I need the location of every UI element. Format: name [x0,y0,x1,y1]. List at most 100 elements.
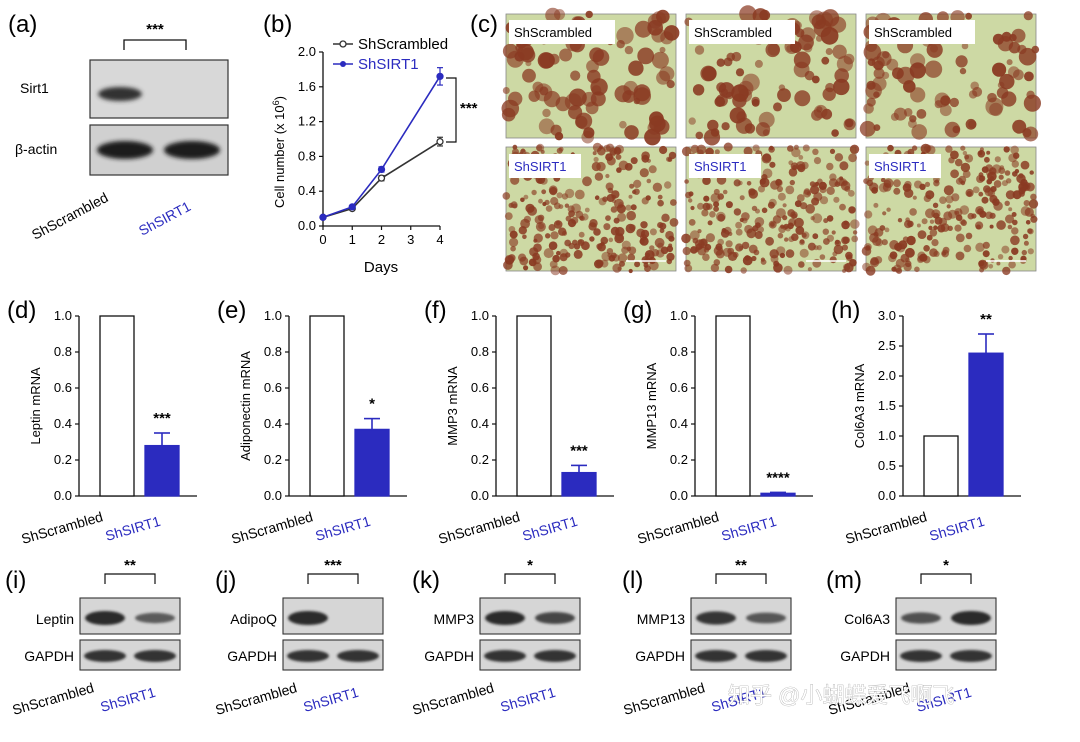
micrograph-cell [543,90,561,108]
panel-d-xlabel-control: ShScrambled [19,508,104,547]
micrograph-cell [651,51,669,69]
micrograph-cell [724,265,733,274]
micrograph-cell [803,188,811,195]
micrograph-cell [844,185,851,192]
micrograph-cell [558,146,564,152]
micrograph-cell [748,244,758,254]
panel-h-bar-treatment [968,352,1004,497]
micrograph-cell [613,217,620,224]
panel-d-bar-chart: (d) 0.0 0.2 0.4 0.6 0.8 1.0 Leptin mRNA *** ShScr… [7,297,197,547]
micrograph-cell [559,253,568,262]
panel-e-ytick-label: 0.2 [264,452,282,467]
micrograph-cell [997,254,1004,260]
micrograph-cell [571,203,581,214]
micrograph-cell [807,242,816,251]
micrograph-cell [688,198,693,203]
micrograph-cell [859,120,876,137]
micrograph-cell [541,189,547,195]
micrograph-cell [960,162,971,173]
panel-j-band-label-1: GAPDH [227,648,277,664]
panel-k-band-target-1 [535,612,575,624]
legend-label-control: ShScrambled [358,36,448,53]
panel-c-tags: ShScrambled ShScrambled ShScrambled ShSI… [509,20,975,178]
micrograph-cell [628,60,644,76]
micrograph-cell [770,222,775,227]
micrograph-cell [512,148,519,156]
micrograph-cell [841,220,850,230]
micrograph-cell [565,215,572,222]
panel-e-ytick-label: 0.0 [264,488,282,503]
micrograph-cell [805,204,815,214]
micrograph-cell [648,165,657,174]
panel-k-band-label-1: GAPDH [424,648,474,664]
micrograph-cell [795,161,806,171]
micrograph-cell [1001,245,1010,254]
micrograph-cell [735,221,742,229]
micrograph-cell [669,218,679,227]
micrograph-cell [989,176,995,181]
micrograph-cell [947,225,953,231]
micrograph-cell [641,154,650,163]
micrograph-cell [904,188,914,198]
micrograph-cell [1006,59,1013,66]
micrograph-cell [873,60,884,71]
micrograph-cell [713,206,719,212]
micrograph-cell [990,186,997,193]
micrograph-cell [682,246,691,256]
micrograph-cell [556,250,561,256]
micrograph-cell [508,254,516,262]
micrograph-cell [866,97,876,107]
micrograph-cell [896,243,906,253]
panel-k-significance: * [527,557,533,574]
micrograph-cell [986,178,992,185]
panel-k-band-label-0: MMP3 [434,611,475,627]
micrograph-cell [954,224,962,232]
micrograph-cell [520,197,525,203]
panel-a-xlabel-control: ShScrambled [29,189,111,243]
micrograph-cell [593,228,601,236]
micrograph-cell [659,46,666,53]
panel-b-axes: 0.0 0.4 0.8 1.2 1.6 2.0 0 1 2 3 4 [298,44,444,247]
micrograph-cell [765,42,780,58]
series-point-control [377,174,386,182]
panel-h-ytick-label: 1.5 [878,398,896,413]
micrograph-cell [793,217,804,228]
micrograph-cell [962,170,971,179]
panel-m-band-gapdh-1 [950,650,992,662]
micrograph-cell [715,211,726,222]
micrograph-cell [605,173,610,179]
micrograph-cell [828,178,838,188]
micrograph-cell [880,177,886,183]
micrograph-cell [553,202,561,210]
micrograph-cell [751,99,760,107]
micro-tag-bg-5 [869,154,941,178]
micrograph-cell [921,218,928,225]
panel-b-xtick-label: 4 [436,232,443,247]
panel-j-band-label-0: AdipoQ [230,611,277,627]
micrograph-cell [933,180,940,187]
micrograph-cell [577,239,583,244]
micrograph-cell [615,144,624,154]
micrograph-cell [554,132,564,141]
micrograph-cell [1021,249,1027,256]
micrograph-cell [816,106,823,113]
micrograph-cell [931,209,941,219]
panel-j-xlabel-treatment: ShSIRT1 [301,684,360,715]
panel-l-band-label-0: MMP13 [637,611,685,627]
micrograph-cell [798,261,805,268]
micrograph-cell [968,120,977,129]
micrograph-cell [721,122,730,131]
micrograph-cell [579,215,585,221]
micrograph-cell [739,195,745,201]
panel-h-ytick-label: 3.0 [878,308,896,323]
micrograph-cell [893,107,907,121]
micrograph-cell [965,232,973,240]
micrograph-cell [520,47,536,63]
micrograph-cell [564,188,575,199]
micrograph-cell [1027,228,1034,235]
micrograph-cell [981,196,989,204]
micrograph-cell [785,185,795,195]
micrograph-cell [979,210,987,218]
micrograph-cell [649,111,664,127]
micrograph-cell [794,200,802,208]
